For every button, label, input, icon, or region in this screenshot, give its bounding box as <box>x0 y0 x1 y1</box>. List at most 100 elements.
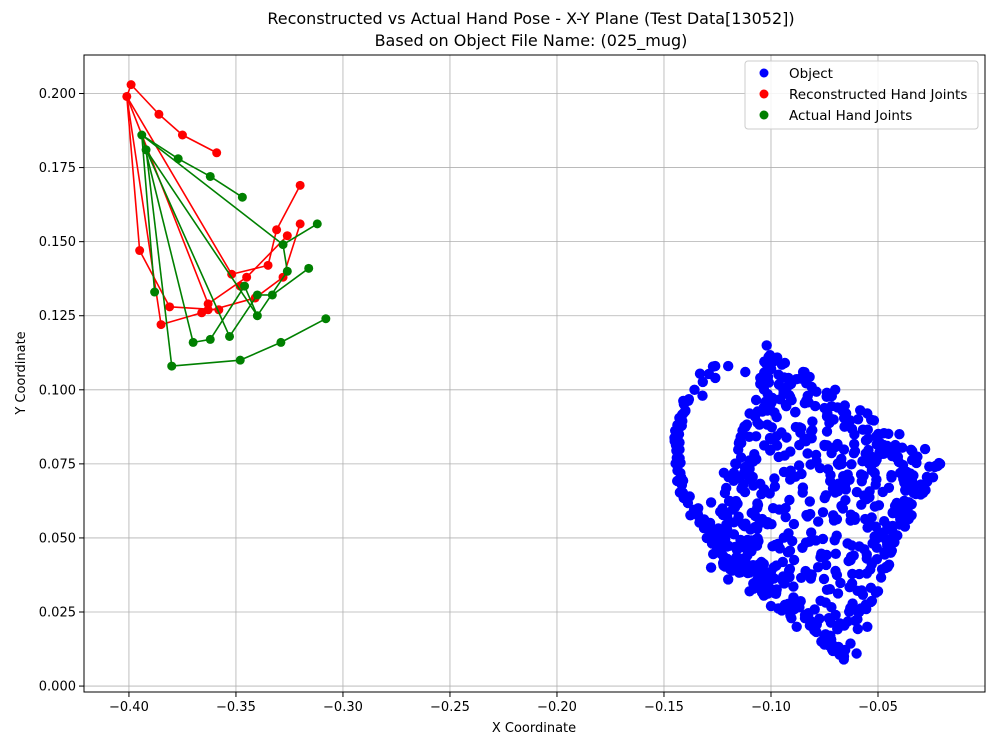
object-point <box>801 509 812 521</box>
object-point <box>870 521 882 532</box>
reconstructed-joint-point <box>203 299 213 309</box>
object-point <box>824 417 835 429</box>
actual-joint-point <box>278 240 288 250</box>
x-tick-label: −0.25 <box>430 700 470 715</box>
reconstructed-joint-point <box>272 225 282 235</box>
actual-joint-point <box>205 171 215 181</box>
object-point <box>724 495 735 507</box>
object-point <box>850 615 861 626</box>
actual-joint-point <box>205 334 215 344</box>
object-point <box>674 444 685 455</box>
object-point <box>855 469 867 480</box>
legend-label-object: Object <box>789 66 833 82</box>
object-point <box>801 378 812 389</box>
object-point <box>857 456 868 467</box>
y-tick-label: 0.000 <box>39 680 76 695</box>
object-point <box>750 394 762 406</box>
object-point <box>810 535 822 546</box>
object-point <box>740 421 751 433</box>
y-tick-label: 0.025 <box>39 606 76 621</box>
object-point <box>859 544 870 555</box>
legend: Object Reconstructed Hand Joints Actual … <box>744 60 979 130</box>
x-axis-label: X Coordinate <box>492 721 576 736</box>
object-point <box>795 427 806 438</box>
object-point <box>934 458 946 470</box>
object-point <box>685 510 696 521</box>
object-point <box>768 562 779 573</box>
object-point <box>870 479 881 490</box>
plot-frame <box>83 54 986 693</box>
object-point <box>839 479 851 491</box>
actual-joint-point <box>240 281 250 291</box>
object-point <box>819 440 830 452</box>
reconstructed-joint-point <box>177 130 187 140</box>
reconstructed-bone-line <box>160 311 202 326</box>
actual-joint-point <box>267 290 277 300</box>
actual-bone-line <box>141 134 194 343</box>
object-point <box>765 600 777 612</box>
object-point <box>845 638 856 649</box>
reconstructed-joint-point <box>212 148 222 158</box>
object-point <box>740 366 751 378</box>
reconstructed-bone-line <box>231 264 269 276</box>
object-point <box>877 486 888 498</box>
reconstructed-joint-point <box>126 80 136 90</box>
object-point-cloud <box>669 340 946 665</box>
x-tick-label: −0.40 <box>109 700 149 715</box>
object-point <box>828 515 840 526</box>
object-point <box>755 478 766 489</box>
object-point <box>672 419 683 431</box>
object-point <box>820 559 832 571</box>
object-point <box>811 386 822 397</box>
object-point <box>683 395 694 406</box>
reconstructed-bone-line <box>126 96 162 325</box>
x-tick-label: −0.35 <box>216 700 256 715</box>
object-point <box>833 485 844 497</box>
object-point <box>831 569 843 581</box>
object-point <box>697 390 708 401</box>
object-point <box>845 602 856 614</box>
object-point <box>830 548 841 559</box>
object-point <box>909 452 920 463</box>
object-point <box>882 561 893 573</box>
object-point <box>885 547 896 558</box>
object-point <box>733 437 745 449</box>
object-point <box>807 416 818 427</box>
object-point <box>815 552 826 563</box>
x-tick-label: −0.10 <box>751 700 791 715</box>
y-axis-label: Y Coordinate <box>14 331 29 415</box>
y-tick-label: 0.150 <box>39 235 76 250</box>
object-point <box>749 566 760 577</box>
object-point <box>744 408 755 419</box>
object-point <box>838 654 849 665</box>
object-point <box>898 509 909 520</box>
object-point <box>728 517 740 528</box>
object-point <box>788 581 799 592</box>
object-point <box>894 429 905 440</box>
object-point <box>866 512 877 523</box>
x-axis-ticks: −0.40 −0.35 −0.30 −0.25 −0.20 −0.15 −0.10 −0.05 <box>109 692 898 715</box>
object-point <box>779 450 790 461</box>
object-point <box>840 495 851 506</box>
object-point <box>830 609 841 621</box>
reconstructed-joint-point <box>197 308 207 318</box>
object-point <box>814 613 825 624</box>
object-point <box>744 431 755 442</box>
x-tick-label: −0.30 <box>323 700 363 715</box>
actual-joint-point <box>141 145 151 155</box>
object-point <box>749 521 761 533</box>
object-point <box>866 465 878 476</box>
object-point <box>899 495 910 506</box>
object-point <box>760 566 771 577</box>
object-point <box>766 397 777 409</box>
object-point <box>838 412 850 424</box>
object-point <box>705 562 717 573</box>
actual-joint-point <box>167 361 177 371</box>
reconstructed-joint-point <box>282 231 292 241</box>
reconstructed-joint-point <box>242 272 252 282</box>
object-point <box>893 456 905 468</box>
object-point <box>875 448 886 460</box>
y-tick-label: 0.175 <box>39 161 76 176</box>
object-point <box>886 470 897 481</box>
